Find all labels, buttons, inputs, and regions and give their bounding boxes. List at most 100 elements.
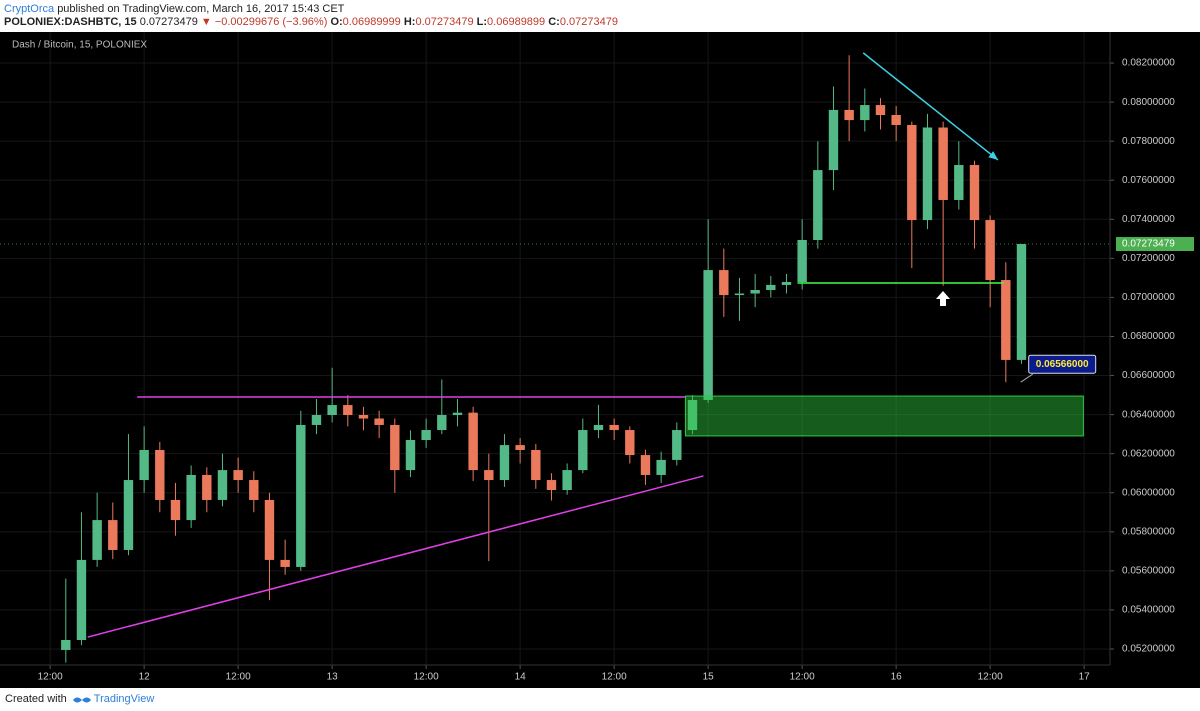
y-tick-label: 0.07800000 (1122, 136, 1175, 147)
candle-body (405, 440, 416, 471)
x-tick-label: 12:00 (38, 672, 63, 683)
ohlc-label: H: (403, 16, 416, 28)
candle-body (186, 474, 196, 521)
ohlc-value: 0.06989899 (487, 16, 546, 28)
candle-body (249, 480, 259, 500)
candle-body (76, 559, 87, 641)
last-price-box (1116, 237, 1194, 252)
candle-body (421, 430, 431, 441)
candle-body (891, 115, 901, 125)
y-tick-label: 0.07600000 (1122, 175, 1175, 186)
ohlc-value: 0.07273479 (559, 16, 618, 28)
x-tick-label: 12:00 (790, 672, 815, 683)
zone (684, 395, 1084, 437)
author[interactable]: CryptOrca (4, 3, 55, 15)
candle-body (437, 415, 447, 431)
symbol: POLONIEX:DASHBTC, 15 (4, 16, 137, 28)
candle-body (578, 430, 588, 471)
candle-body (844, 109, 854, 121)
candle-body (327, 405, 337, 416)
candle-body (123, 480, 134, 550)
y-tick-label: 0.05200000 (1122, 644, 1175, 655)
candle-body (687, 399, 698, 431)
candle-body (719, 270, 729, 296)
candle-body (781, 281, 792, 285)
y-tick-label: 0.06200000 (1122, 448, 1175, 459)
chart-title: Dash / Bitcoin, 15, POLONIEX (12, 40, 147, 51)
candle-body (828, 109, 839, 171)
candle-body (969, 165, 980, 221)
candle-body (264, 499, 275, 560)
symbol-line: POLONIEX:DASHBTC, 15 0.07273479 ▼ −0.002… (4, 16, 1200, 29)
x-tick-label: 13 (327, 672, 339, 683)
x-tick-label: 14 (515, 672, 527, 683)
arrow-head (988, 151, 998, 160)
y-tick-label: 0.05600000 (1122, 566, 1175, 577)
arrow-line (862, 52, 999, 161)
x-tick-label: 17 (1079, 672, 1091, 683)
candle-body (938, 127, 948, 200)
x-tick-label: 12:00 (602, 672, 627, 683)
candle-body (625, 430, 635, 456)
candle-body (907, 124, 917, 221)
candle-body (61, 640, 71, 650)
publish-line: CryptOrca published on TradingView.com, … (4, 3, 1200, 16)
candle-body (750, 290, 760, 294)
note-pointer (1020, 373, 1033, 383)
y-tick-label: 0.06600000 (1122, 370, 1175, 381)
y-tick-label: 0.07400000 (1122, 214, 1175, 225)
y-tick-label: 0.07200000 (1122, 253, 1175, 264)
candle-body (311, 415, 322, 425)
y-tick-label: 0.07000000 (1122, 292, 1175, 303)
candle-body (922, 127, 933, 221)
candle-body (499, 445, 510, 481)
logo (72, 697, 91, 702)
y-tick-label: 0.06000000 (1122, 487, 1175, 498)
brand[interactable]: TradingView (93, 693, 155, 705)
candle-body (468, 412, 478, 471)
candle-body (280, 559, 290, 567)
candle-body (374, 418, 384, 425)
x-tick-label: 15 (703, 672, 715, 683)
candle-body (797, 240, 807, 282)
candle-body (296, 424, 306, 567)
candle-body (452, 412, 463, 416)
candle-body (170, 499, 181, 521)
note-label: 0.06566000 (1036, 359, 1089, 370)
up-arrow-icon (936, 291, 950, 306)
ohlc-label: C: (548, 16, 560, 28)
candle-body (860, 105, 870, 121)
ohlc-label: L: (476, 16, 488, 28)
y-tick-label: 0.08000000 (1122, 97, 1175, 108)
published: published on TradingView.com, March 16, … (57, 3, 345, 15)
candle-body (703, 270, 713, 400)
candle-body (609, 424, 619, 431)
y-tick-label: 0.05800000 (1122, 526, 1175, 537)
created: Created with (5, 693, 67, 705)
candle-body (202, 474, 212, 500)
candle-body (985, 220, 995, 281)
candle-body (640, 455, 651, 475)
candle-body (217, 470, 228, 500)
candle-body (656, 459, 666, 475)
y-tick-label: 0.06400000 (1122, 409, 1175, 420)
candle-body (593, 424, 604, 431)
candle-body (139, 449, 149, 481)
candle-body (358, 415, 369, 419)
ohlc-label: O: (330, 16, 343, 28)
chart: Dash / Bitcoin, 15, POLONIEX 0.05200000 0… (0, 32, 1200, 688)
x-tick-label: 12 (139, 672, 151, 683)
candle-body (875, 105, 886, 116)
y-tick-label: 0.06800000 (1122, 331, 1175, 342)
note-box (1028, 354, 1097, 374)
candle-body (390, 424, 400, 471)
candle-body (1016, 244, 1027, 360)
ohlc: O:0.06989999 H:0.07273479 L:0.06989899 C… (330, 16, 618, 28)
candle-body (1001, 280, 1011, 360)
y-tick-label: 0.05400000 (1122, 605, 1175, 616)
candle-body (233, 470, 243, 481)
candle-body (92, 520, 102, 560)
x-tick-label: 16 (891, 672, 903, 683)
x-tick-label: 12:00 (978, 672, 1003, 683)
last-price-label: 0.07273479 (1122, 239, 1175, 250)
